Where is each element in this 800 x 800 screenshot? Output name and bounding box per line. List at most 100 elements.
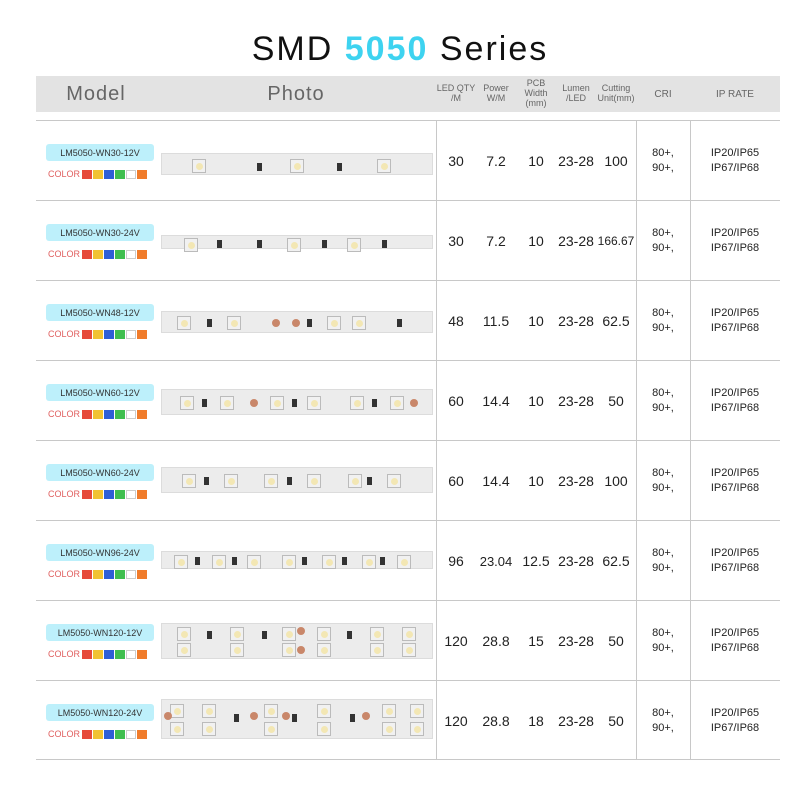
header-pcb: PCB Width (mm) <box>516 76 556 112</box>
led-strip-photo <box>161 235 433 252</box>
cri-cell: 80+, 90+, <box>636 361 690 441</box>
cri-cell: 80+, 90+, <box>636 681 690 761</box>
solder-pad <box>272 319 280 327</box>
cri-value: 80+, <box>652 467 674 480</box>
pcb-width-cell: 10 <box>528 233 544 249</box>
color-swatch <box>126 489 137 499</box>
cri-value: 90+, <box>652 322 674 334</box>
color-swatch <box>137 409 148 419</box>
smd-led-chip <box>264 704 278 718</box>
color-swatch <box>104 729 115 739</box>
table-header: Model Photo LED QTY /M Power W/M PCB Wid… <box>36 76 780 112</box>
ip-rate-cell: IP20/IP65 IP67/IP68 <box>690 441 780 521</box>
led-qty-cell: 60 <box>448 393 464 409</box>
color-swatch <box>115 329 126 339</box>
resistor <box>380 557 385 565</box>
cri-value: 90+, <box>652 722 674 734</box>
color-swatch <box>104 409 115 419</box>
pcb-width-cell: 10 <box>528 393 544 409</box>
color-swatch <box>137 489 148 499</box>
color-swatch <box>82 409 93 419</box>
smd-led-chip <box>402 627 416 641</box>
ip-rate-value: IP20/IP65 <box>710 547 760 560</box>
smd-led-chip <box>290 159 304 173</box>
led-qty-cell: 48 <box>448 313 464 329</box>
color-swatch <box>126 409 137 419</box>
model-badge: LM5050-WN30-24V <box>46 224 154 241</box>
solder-pad <box>297 646 305 654</box>
smd-led-chip <box>410 722 424 736</box>
smd-led-chip <box>230 627 244 641</box>
cutting-unit-cell: 62.5 <box>602 553 630 569</box>
cutting-unit-cell: 50 <box>608 393 624 409</box>
model-badge: LM5050-WN60-12V <box>46 384 154 401</box>
color-label: COLOR <box>48 569 81 579</box>
color-swatch <box>115 569 126 579</box>
cri-value: 90+, <box>652 562 674 574</box>
lumen-cell: 23-28 <box>558 233 594 249</box>
cri-value: 80+, <box>652 707 674 720</box>
header-ip-rate: IP RATE <box>716 88 754 100</box>
color-swatch <box>137 329 148 339</box>
color-swatch <box>93 409 104 419</box>
pcb-width-cell: 12.5 <box>522 553 550 569</box>
color-swatch <box>93 169 104 179</box>
smd-led-chip <box>264 474 278 488</box>
lumen-cell: 23-28 <box>558 713 594 729</box>
resistor <box>262 631 267 639</box>
resistor <box>347 631 352 639</box>
smd-led-chip <box>177 643 191 657</box>
solder-pad <box>292 319 300 327</box>
ip-rate-value: IP67/IP68 <box>710 162 760 174</box>
resistor <box>350 714 355 722</box>
table-row: LM5050-WN120-24V COLOR 120 28.8 18 23-28 50 80+… <box>36 680 780 760</box>
resistor <box>367 477 372 485</box>
led-strip-photo <box>161 467 433 493</box>
smd-led-chip <box>317 704 331 718</box>
color-swatch <box>82 569 93 579</box>
ip-rate-value: IP20/IP65 <box>710 147 760 160</box>
color-swatch <box>115 249 126 259</box>
power-cell: 28.8 <box>482 633 510 649</box>
table-row: LM5050-WN120-12V COLOR 120 28.8 15 23-28 50 80+… <box>36 600 780 680</box>
table-row: LM5050-WN30-24V COLOR 30 7.2 10 23-28 166.67 80… <box>36 200 780 280</box>
ip-rate-value: IP20/IP65 <box>710 387 760 400</box>
smd-led-chip <box>387 474 401 488</box>
resistor <box>302 557 307 565</box>
header-lumen-line2: /LED <box>565 93 586 103</box>
smd-led-chip <box>202 704 216 718</box>
led-qty-cell: 60 <box>448 473 464 489</box>
color-swatch <box>126 249 137 259</box>
header-power: Power W/M <box>476 76 516 112</box>
color-swatch <box>137 569 148 579</box>
color-swatch <box>104 329 115 339</box>
smd-led-chip <box>370 627 384 641</box>
column-divider <box>636 120 637 760</box>
smd-led-chip <box>347 238 361 252</box>
table-row: LM5050-WN30-12V COLOR 30 7.2 10 23-28 100 80+, 9… <box>36 120 780 200</box>
color-swatch <box>93 569 104 579</box>
color-swatch <box>104 249 115 259</box>
table-row: LM5050-WN96-24V COLOR 96 23.04 12.5 23-28 62.5… <box>36 520 780 600</box>
ip-rate-value: IP20/IP65 <box>710 627 760 640</box>
ip-rate-value: IP20/IP65 <box>710 307 760 320</box>
pcb-width-cell: 10 <box>528 473 544 489</box>
resistor <box>257 163 262 171</box>
smd-led-chip <box>177 627 191 641</box>
led-strip-photo <box>161 699 433 739</box>
ip-rate-value: IP67/IP68 <box>710 562 760 574</box>
color-label: COLOR <box>48 729 81 739</box>
cri-value: 90+, <box>652 162 674 174</box>
color-swatch <box>104 169 115 179</box>
ip-rate-value: IP20/IP65 <box>710 707 760 720</box>
resistor <box>202 399 207 407</box>
resistor <box>372 399 377 407</box>
resistor <box>292 399 297 407</box>
cutting-unit-cell: 62.5 <box>602 313 630 329</box>
color-swatch <box>126 329 137 339</box>
resistor <box>257 240 262 248</box>
ip-rate-cell: IP20/IP65 IP67/IP68 <box>690 601 780 681</box>
ip-rate-value: IP20/IP65 <box>710 467 760 480</box>
solder-pad <box>410 399 418 407</box>
smd-led-chip <box>170 722 184 736</box>
